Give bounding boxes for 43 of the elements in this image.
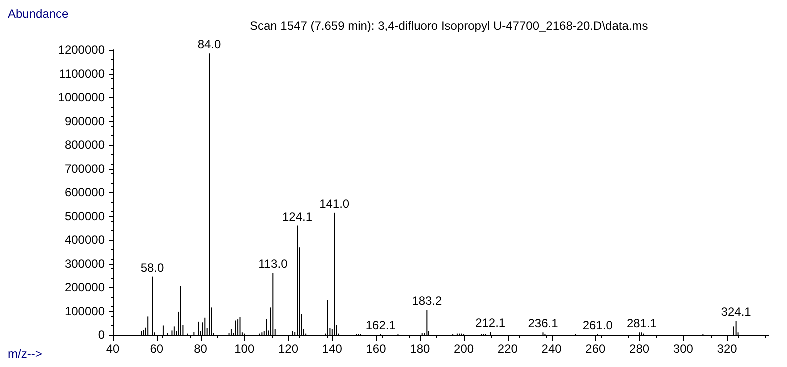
- annotation: 58.0: [140, 260, 164, 275]
- y-tick-label: 1100000: [59, 66, 106, 81]
- y-tick-label: 100000: [64, 304, 106, 318]
- annotation: 281.1: [626, 316, 658, 331]
- y-tick-label: 1200000: [58, 43, 106, 57]
- y-tick-label: 0: [98, 328, 106, 342]
- annotation: 113.0: [258, 257, 288, 272]
- y-tick-label: 200000: [64, 280, 106, 294]
- annotation: 124.1: [282, 210, 313, 224]
- x-tick-label: 280: [630, 342, 650, 356]
- y-tick-label: 1000000: [58, 90, 106, 104]
- x-tick-label: 140: [322, 342, 343, 356]
- y-tick-label: 800000: [64, 138, 106, 152]
- chart-title: Scan 1547 (7.659 min): 3,4-difluoro Isopropyl U-47700_2168-20.D\data.ms: [250, 19, 648, 33]
- x-tick-label: 260: [586, 342, 606, 356]
- y-tick-label: 500000: [64, 209, 106, 224]
- annotation: 324.1: [721, 304, 752, 319]
- x-tick-label: 120: [278, 342, 299, 356]
- annotation: 141.0: [320, 196, 350, 211]
- x-tick-label: 60: [150, 342, 164, 356]
- y-tick-label: 900000: [64, 114, 106, 128]
- annotation: 183.2: [412, 294, 443, 308]
- x-tick-label: 320: [717, 342, 738, 356]
- y-axis-title: Abundance: [8, 7, 70, 21]
- annotation: 236.1: [528, 316, 559, 331]
- annotation: 261.0: [582, 318, 614, 333]
- x-tick-label: 160: [366, 342, 387, 356]
- y-tick-label: 700000: [64, 162, 106, 176]
- y-tick-label: 400000: [64, 233, 106, 247]
- y-tick-label: 600000: [64, 186, 106, 200]
- x-axis-title: m/z-->: [8, 347, 42, 361]
- x-tick-label: 200: [454, 342, 474, 356]
- annotation: 84.0: [198, 38, 222, 52]
- x-tick-label: 300: [673, 342, 694, 356]
- y-tick-label: 300000: [64, 256, 106, 271]
- x-tick-label: 100: [234, 342, 255, 356]
- x-tick-label: 220: [498, 342, 518, 356]
- x-tick-label: 80: [194, 342, 208, 356]
- annotation: 212.1: [476, 316, 506, 330]
- x-tick-label: 40: [106, 342, 120, 356]
- annotation: 162.1: [366, 318, 396, 332]
- x-tick-label: 180: [410, 342, 430, 356]
- x-tick-label: 240: [542, 342, 562, 356]
